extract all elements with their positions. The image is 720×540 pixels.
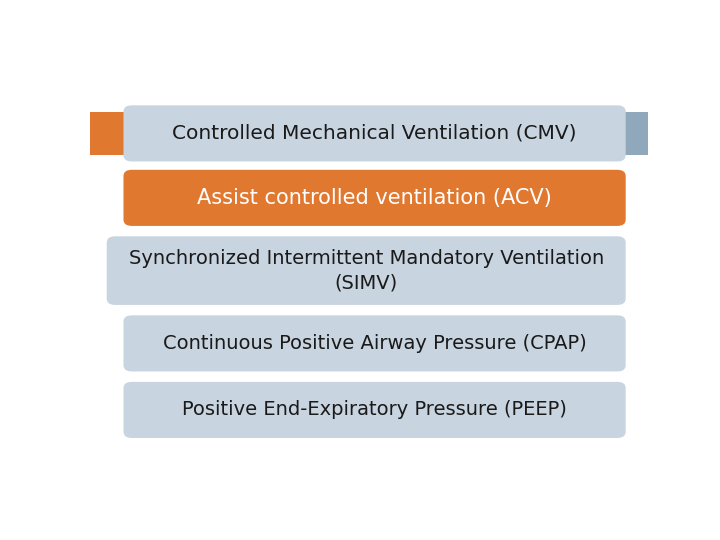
FancyBboxPatch shape (124, 315, 626, 372)
FancyBboxPatch shape (124, 105, 626, 161)
Bar (90, 112, 132, 155)
FancyBboxPatch shape (124, 382, 626, 438)
Text: Synchronized Intermittent Mandatory Ventilation
(SIMV): Synchronized Intermittent Mandatory Vent… (129, 249, 604, 292)
Text: Continuous Positive Airway Pressure (CPAP): Continuous Positive Airway Pressure (CPA… (163, 334, 587, 353)
FancyBboxPatch shape (107, 237, 626, 305)
FancyBboxPatch shape (124, 170, 626, 226)
Bar (617, 112, 648, 155)
Text: Controlled Mechanical Ventilation (CMV): Controlled Mechanical Ventilation (CMV) (172, 124, 577, 143)
Text: Positive End-Expiratory Pressure (PEEP): Positive End-Expiratory Pressure (PEEP) (182, 401, 567, 420)
Text: Assist controlled ventilation (ACV): Assist controlled ventilation (ACV) (197, 188, 552, 208)
